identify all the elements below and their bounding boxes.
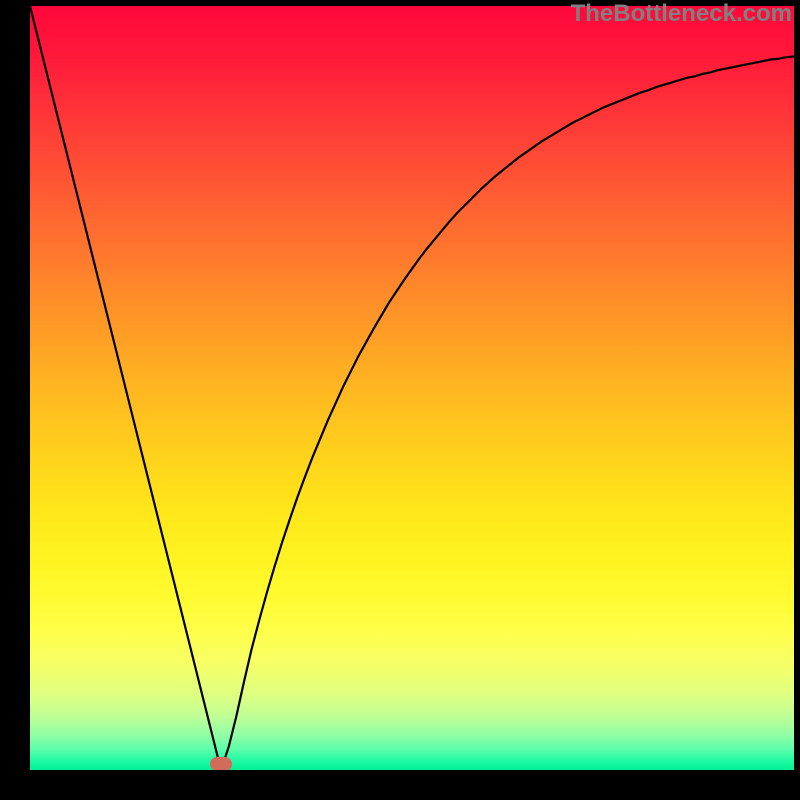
- watermark: TheBottleneck.com: [571, 0, 792, 28]
- frame-right: [794, 0, 800, 800]
- bottleneck-curve: [30, 6, 794, 770]
- sweet-spot-marker: [210, 757, 232, 771]
- frame-left: [0, 0, 30, 800]
- frame-bottom: [0, 770, 800, 800]
